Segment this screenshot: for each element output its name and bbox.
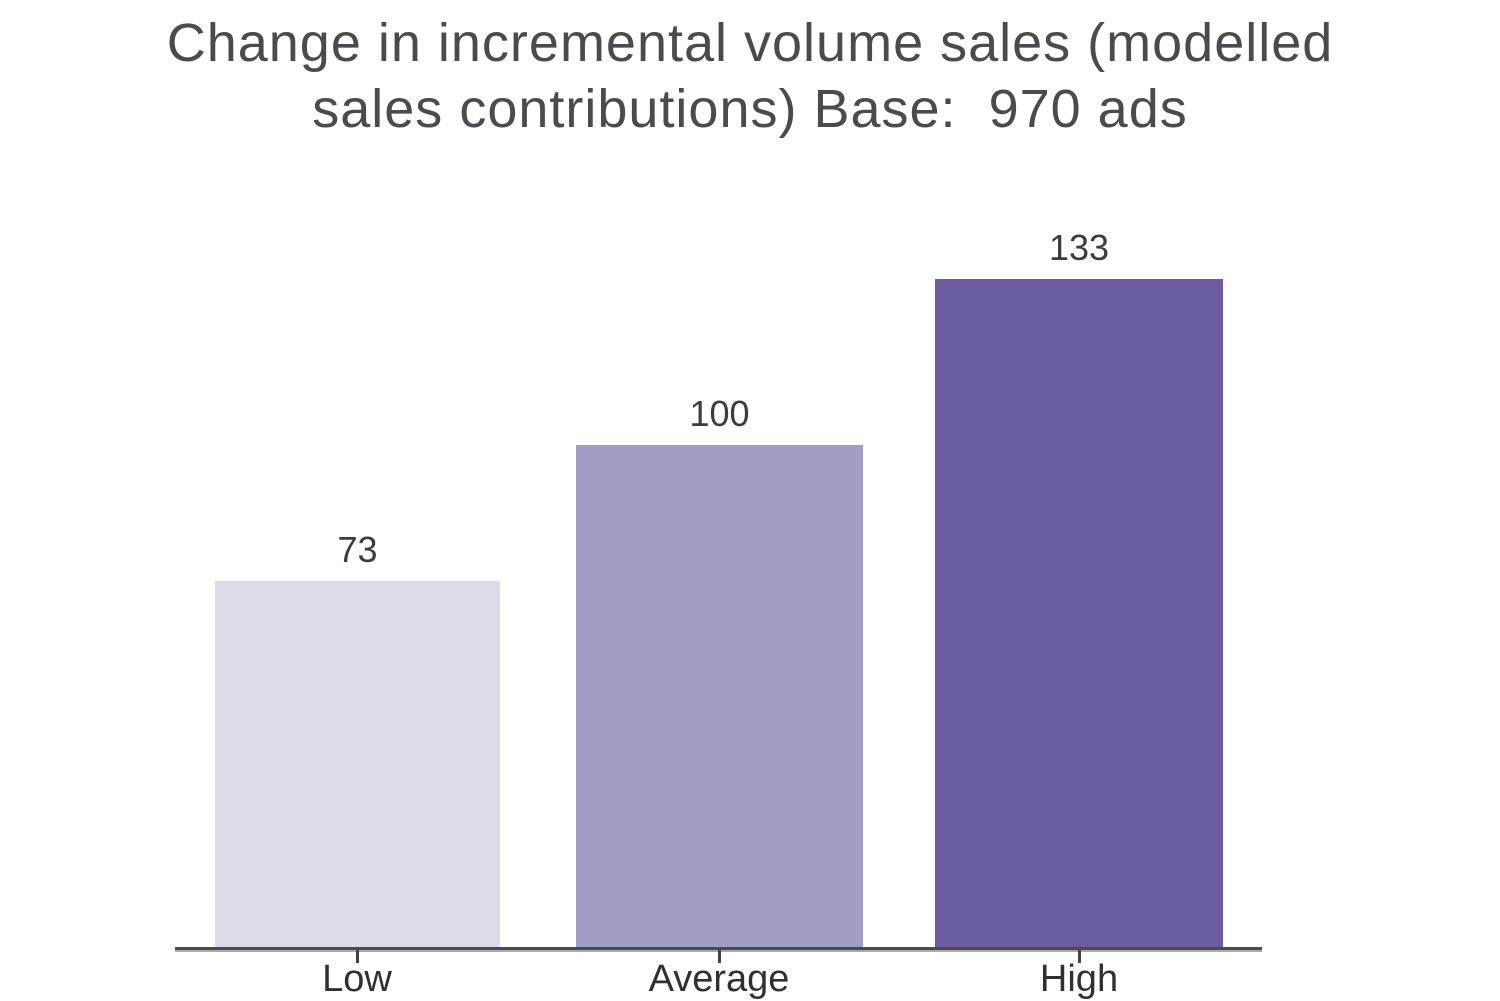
- chart-title-line2: sales contributions) Base: 970 ads: [312, 79, 1188, 139]
- bar-group-low: 73: [215, 529, 500, 949]
- chart-title: Change in incremental volume sales (mode…: [0, 10, 1500, 142]
- x-axis-label-low: Low: [322, 958, 392, 1000]
- x-axis-tick-average: [718, 950, 721, 963]
- value-label-low: 73: [337, 529, 378, 570]
- bar-average: [576, 445, 863, 949]
- value-label-average: 100: [689, 393, 750, 434]
- bar-high: [935, 279, 1223, 949]
- bar-group-average: 100: [576, 393, 863, 949]
- value-label-high: 133: [1048, 227, 1110, 268]
- x-axis-tick-high: [1078, 950, 1081, 963]
- chart-title-line1: Change in incremental volume sales (mode…: [166, 13, 1334, 73]
- x-axis-label-high: High: [1039, 958, 1119, 1000]
- bar-low: [215, 581, 500, 949]
- x-axis-label-average: Average: [648, 958, 790, 1000]
- bar-group-high: 133: [935, 227, 1223, 949]
- x-axis-tick-low: [356, 950, 359, 963]
